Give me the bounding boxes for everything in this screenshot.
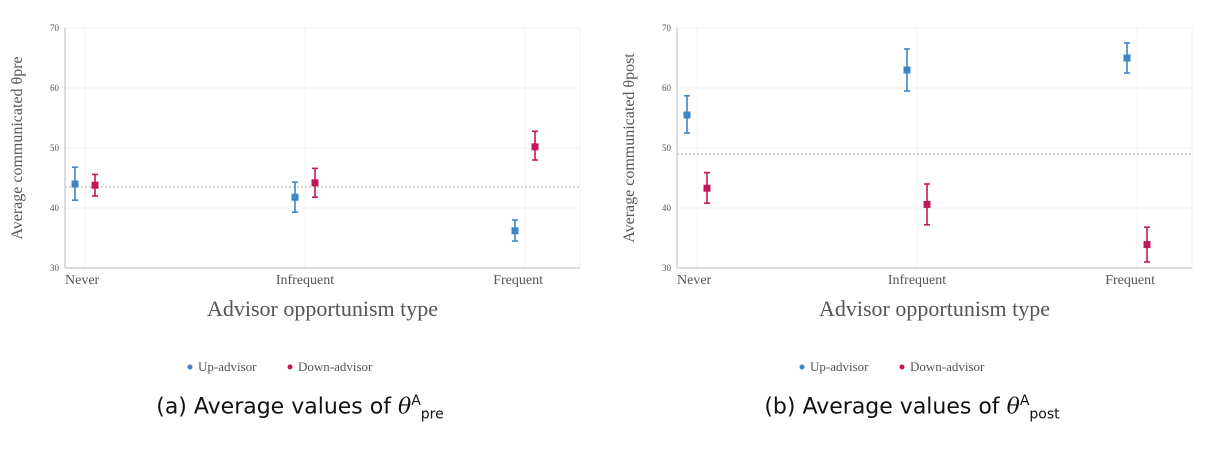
- x-tick-label: Frequent: [1105, 273, 1155, 288]
- chart-panel-b: 30 40 50 60 70 Never Infrequent Frequent Advisor…: [612, 0, 1212, 462]
- caption-b: (b) Average values of θApost: [612, 393, 1212, 423]
- x-axis-label: Advisor opportunism type: [207, 296, 438, 321]
- y-tick-label: 30: [662, 263, 672, 273]
- x-tick-label: Infrequent: [888, 273, 946, 288]
- y-tick-label: 60: [50, 83, 60, 93]
- legend-marker: [187, 364, 193, 370]
- x-tick-label: Infrequent: [276, 273, 334, 288]
- data-point: [683, 111, 691, 119]
- caption-b-sub: post: [1029, 406, 1060, 423]
- y-tick-label: 70: [662, 23, 672, 33]
- x-tick-label: Never: [677, 273, 712, 288]
- data-point: [531, 143, 539, 151]
- caption-a-sub: pre: [420, 406, 444, 423]
- data-point: [1143, 241, 1151, 249]
- y-axis-label: Average communicated θpost: [621, 53, 638, 243]
- y-tick-label: 40: [50, 203, 60, 213]
- legend-marker: [287, 364, 293, 370]
- data-point: [511, 227, 519, 235]
- data-point: [1123, 54, 1131, 62]
- data-point: [71, 180, 79, 188]
- legend-marker: [899, 364, 905, 370]
- legend-label: Down-advisor: [298, 359, 373, 374]
- legend-label: Up-advisor: [810, 359, 869, 374]
- caption-a-prefix: (a) Average values of: [156, 394, 398, 420]
- y-tick-label: 40: [662, 203, 672, 213]
- chart-b: 30 40 50 60 70 Never Infrequent Frequent Advisor…: [621, 23, 1193, 374]
- caption-b-symbol: θ: [1006, 394, 1020, 420]
- x-tick-label: Frequent: [493, 273, 543, 288]
- caption-a: (a) Average values of θApre: [0, 393, 600, 423]
- legend-marker: [799, 364, 805, 370]
- legend-label: Down-advisor: [910, 359, 985, 374]
- legend-label: Up-advisor: [198, 359, 257, 374]
- chart-a: 30 40 50 60 70 Never Infrequent Frequent Advisor…: [9, 23, 581, 374]
- chart-panel-a: 30 40 50 60 70 Never Infrequent Frequent Advisor…: [0, 0, 600, 462]
- x-tick-label: Never: [65, 273, 100, 288]
- y-tick-label: 50: [662, 143, 672, 153]
- caption-b-sup: A: [1019, 393, 1030, 409]
- data-point: [291, 193, 299, 201]
- y-tick-label: 30: [50, 263, 60, 273]
- x-axis-label: Advisor opportunism type: [819, 296, 1050, 321]
- y-tick-label: 70: [50, 23, 60, 33]
- data-point: [311, 179, 319, 187]
- caption-b-prefix: (b) Average values of: [764, 394, 1007, 420]
- caption-a-symbol: θ: [397, 394, 412, 420]
- data-point: [923, 200, 931, 208]
- caption-a-sup: A: [411, 393, 421, 409]
- data-point: [903, 66, 911, 74]
- y-tick-label: 50: [50, 143, 60, 153]
- y-tick-label: 60: [662, 83, 672, 93]
- data-point: [91, 181, 99, 189]
- y-axis-label: Average communicated θpre: [9, 56, 26, 239]
- data-point: [703, 184, 711, 192]
